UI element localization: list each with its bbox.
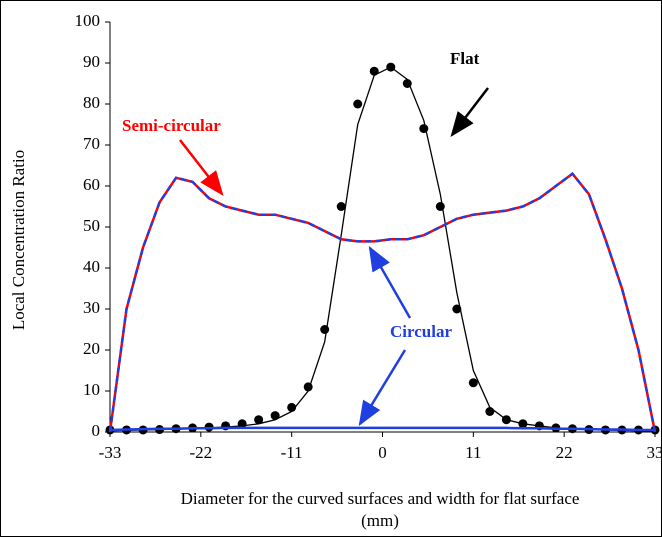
y-tick-label: 50: [83, 216, 100, 235]
x-tick-label: 11: [465, 443, 481, 462]
data-point: [287, 402, 297, 412]
x-tick-label: 22: [556, 443, 573, 462]
data-point: [435, 202, 445, 211]
data-point: [303, 382, 313, 392]
annotation-semi-circular: Semi-circular: [122, 116, 221, 135]
data-point: [452, 304, 462, 314]
y-tick-label: 90: [83, 52, 100, 71]
data-point: [468, 378, 478, 388]
data-point: [501, 415, 511, 425]
data-point: [386, 62, 396, 72]
x-tick-label: -11: [281, 443, 303, 462]
data-point: [518, 419, 528, 429]
data-point: [254, 415, 264, 425]
arrow-flat: [450, 87, 489, 137]
data-point: [353, 99, 363, 109]
data-point: [369, 66, 379, 76]
data-point: [270, 411, 280, 421]
series-line: [109, 426, 655, 432]
data-point: [402, 79, 412, 88]
annotation-circular: Circular: [390, 322, 452, 341]
x-tick-label: -33: [99, 443, 122, 462]
x-tick-label: 0: [378, 443, 387, 462]
x-tick-label: -22: [189, 443, 212, 462]
y-axis-label: Local Concentration Ratio: [9, 150, 28, 330]
y-tick-label: 70: [83, 134, 100, 153]
y-tick-label: 10: [83, 380, 100, 399]
arrow-semi-circular: [179, 139, 224, 196]
y-tick-label: 40: [83, 257, 100, 276]
y-tick-label: 80: [83, 93, 100, 112]
x-axis-label-unit: (mm): [361, 511, 399, 530]
series-line: [108, 171, 657, 433]
data-point: [419, 124, 429, 134]
arrow-circular-2: [358, 349, 407, 427]
series-line: [108, 171, 657, 433]
y-tick-label: 100: [75, 11, 101, 30]
data-point: [237, 419, 247, 429]
annotation-flat: Flat: [450, 49, 480, 68]
y-tick-label: 60: [83, 175, 100, 194]
x-axis-label: Diameter for the curved surfaces and wid…: [181, 489, 580, 508]
data-point: [336, 202, 346, 211]
data-point: [320, 325, 330, 334]
data-point: [485, 407, 495, 416]
y-tick-label: 30: [83, 298, 100, 317]
y-tick-label: 20: [83, 339, 100, 358]
arrow-circular-1: [368, 245, 412, 319]
y-tick-label: 0: [92, 421, 101, 440]
x-tick-label: 33: [647, 443, 662, 462]
